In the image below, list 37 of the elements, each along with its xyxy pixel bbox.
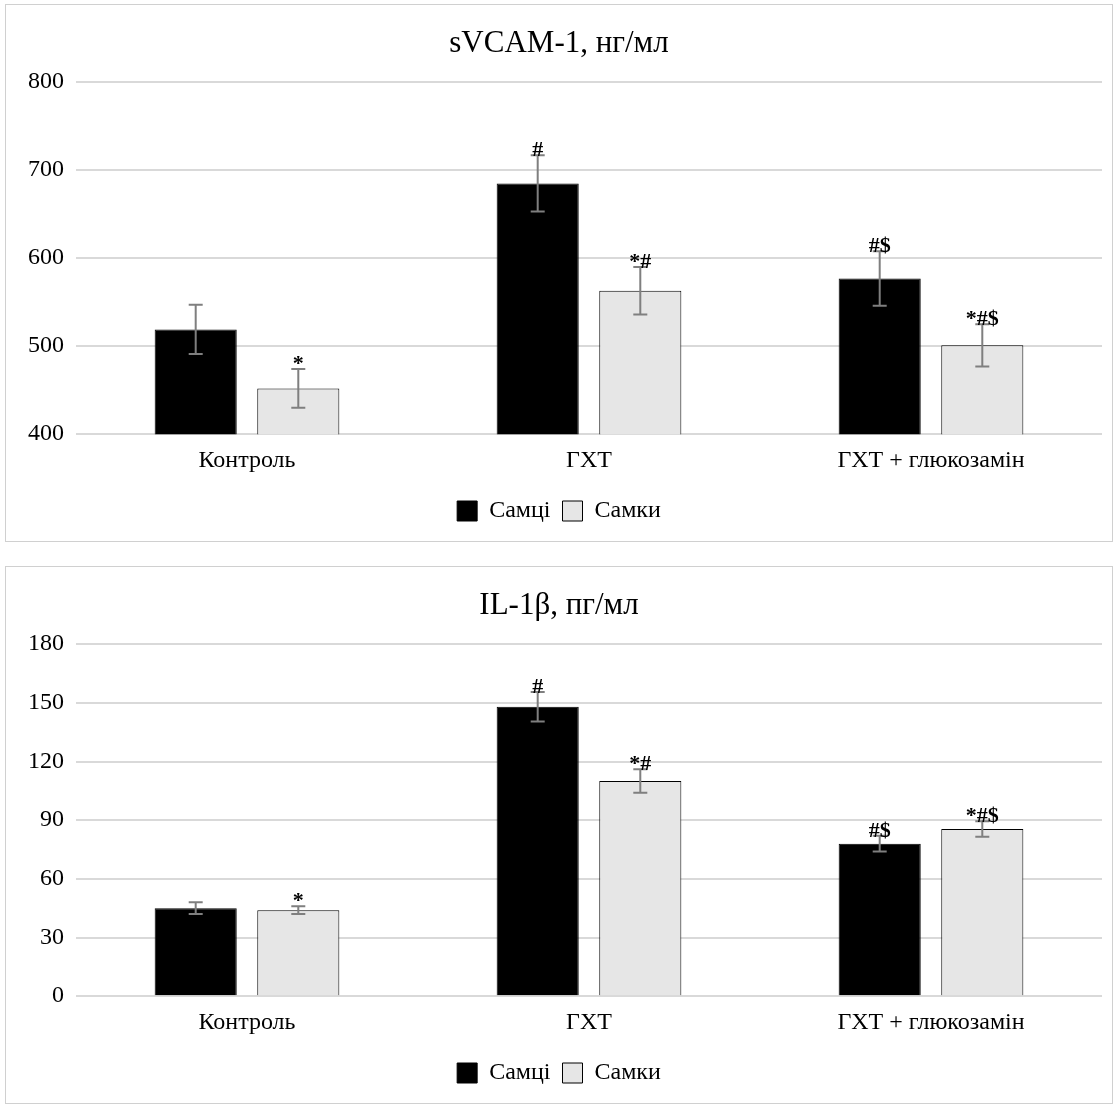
y-tick-label: 150 bbox=[28, 688, 64, 715]
data-label: * bbox=[292, 349, 304, 375]
x-tick-label: ГХТ bbox=[566, 1007, 613, 1034]
legend-label: Самці bbox=[489, 1058, 551, 1085]
legend-label: Самці bbox=[489, 496, 551, 523]
x-tick-label: Контроль bbox=[198, 445, 296, 472]
x-tick-label: ГХТ bbox=[566, 445, 613, 472]
y-tick-label: 120 bbox=[28, 746, 64, 773]
y-tick-label: 400 bbox=[28, 419, 64, 446]
data-label: *# bbox=[629, 750, 652, 776]
data-label: # bbox=[532, 672, 544, 698]
y-tick-label: 60 bbox=[40, 864, 64, 891]
y-tick-label: 0 bbox=[52, 981, 64, 1008]
bar bbox=[838, 843, 921, 996]
y-tick-label: 700 bbox=[28, 155, 64, 182]
data-label: #$ bbox=[868, 816, 891, 842]
x-tick-label: ГХТ + глюкозамін bbox=[837, 1007, 1025, 1034]
y-tick-label: 30 bbox=[40, 922, 64, 949]
legend-label: Самки bbox=[594, 1058, 662, 1085]
y-tick-label: 90 bbox=[40, 805, 64, 832]
y-tick-label: 600 bbox=[28, 243, 64, 270]
chart-title: sVCAM-1, нг/мл bbox=[449, 23, 669, 59]
data-label: *# bbox=[629, 247, 652, 273]
data-label: *#$ bbox=[965, 304, 999, 330]
data-label: *#$ bbox=[965, 801, 999, 827]
x-tick-label: ГХТ + глюкозамін bbox=[837, 445, 1025, 472]
y-tick-label: 500 bbox=[28, 331, 64, 358]
data-label: # bbox=[532, 135, 544, 161]
data-label: * bbox=[292, 886, 304, 912]
y-tick-label: 180 bbox=[28, 629, 64, 656]
legend-label: Самки bbox=[594, 496, 662, 523]
y-tick-label: 800 bbox=[28, 67, 64, 94]
chart-title: IL-1β, пг/мл bbox=[479, 585, 639, 621]
bar bbox=[496, 706, 579, 996]
bar bbox=[154, 908, 237, 996]
data-label: #$ bbox=[868, 231, 891, 257]
x-tick-label: Контроль bbox=[198, 1007, 296, 1034]
